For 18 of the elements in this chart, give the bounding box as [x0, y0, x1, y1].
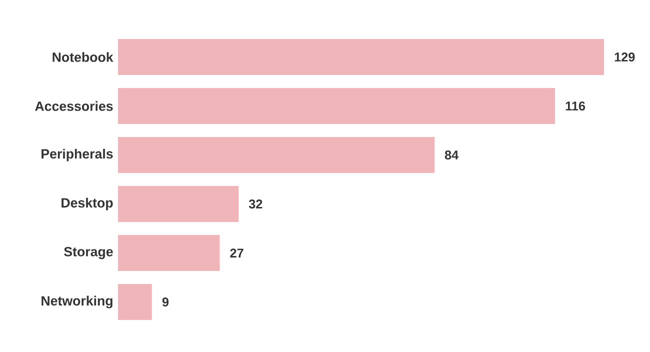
y-tick-label: Networking: [42, 296, 112, 308]
y-tick-label: Notebook: [52, 52, 114, 62]
data-label: 9: [162, 298, 169, 307]
bar: [118, 284, 152, 320]
data-label: 116: [566, 102, 586, 111]
bar: [118, 39, 604, 76]
bar: [118, 88, 556, 124]
data-label: 129: [614, 52, 635, 62]
y-tick-label: Accessories: [35, 101, 113, 111]
y-tick-label: Desktop: [62, 198, 113, 210]
bar: [118, 235, 220, 272]
bar: [118, 186, 239, 222]
bar: [118, 137, 434, 174]
data-label: 27: [230, 248, 244, 258]
y-tick-label: Storage: [64, 246, 113, 260]
data-label: 84: [444, 150, 459, 160]
y-tick-label: Peripherals: [42, 148, 113, 162]
data-label: 32: [248, 200, 262, 209]
